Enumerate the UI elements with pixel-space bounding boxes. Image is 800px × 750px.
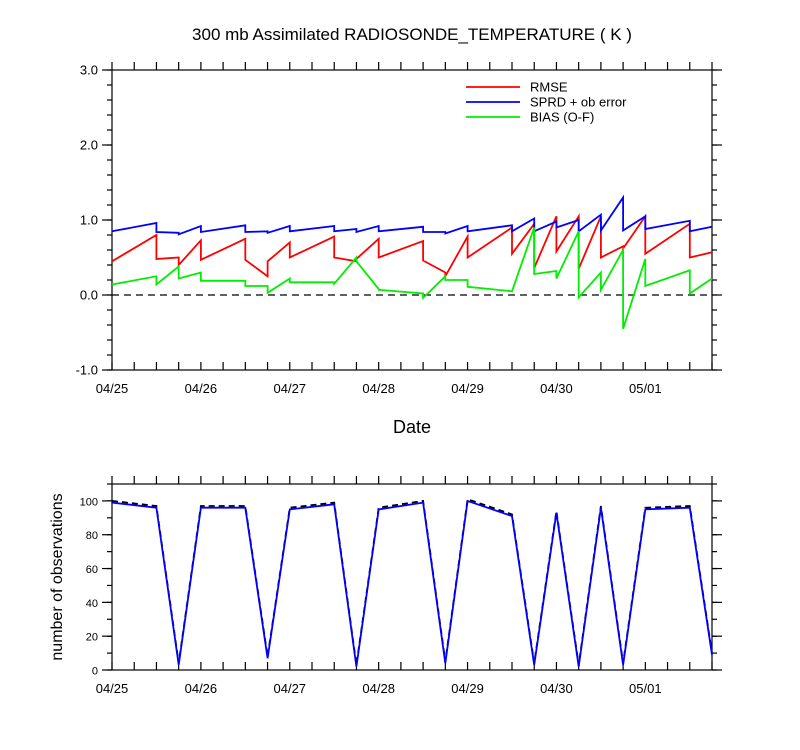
- y-tick-label: 60: [86, 564, 98, 576]
- x-tick-label: 04/28: [362, 381, 395, 396]
- x-tick-label: 04/26: [185, 381, 218, 396]
- x-tick-label: 04/27: [274, 381, 307, 396]
- series-line-sprd-ob-error: [111, 194, 713, 236]
- legend-label: RMSE: [530, 80, 568, 95]
- x-tick-label: 04/30: [540, 381, 573, 396]
- x-tick-label: 05/01: [629, 681, 662, 696]
- x-tick-label: 05/01: [629, 381, 662, 396]
- y-tick-label: -1.0: [76, 363, 98, 378]
- x-tick-label: 04/25: [96, 681, 129, 696]
- y-axis-label: number of observations: [49, 493, 66, 660]
- y-tick-label: 20: [86, 632, 98, 644]
- chart-title: 300 mb Assimilated RADIOSONDE_TEMPERATUR…: [192, 25, 632, 44]
- x-tick-label: 04/30: [540, 681, 573, 696]
- x-tick-label: 04/29: [451, 381, 484, 396]
- y-tick-label: 2.0: [80, 138, 98, 153]
- legend-label: SPRD + ob error: [530, 95, 627, 110]
- x-tick-label: 04/29: [451, 681, 484, 696]
- y-tick-label: 3.0: [80, 63, 98, 78]
- series-line-assimilated: [111, 499, 713, 667]
- x-axis-label: Date: [393, 417, 431, 437]
- observation-count-panel: 04/25 04/26 04/27 04/28 04/29 04/30 05/01 0 20 40…: [49, 476, 722, 696]
- plot-frame: [111, 483, 713, 671]
- x-tick-label: 04/28: [362, 681, 395, 696]
- y-tick-label: 100: [80, 496, 98, 508]
- legend-label: BIAS (O-F): [530, 110, 594, 125]
- x-tick-label: 04/25: [96, 381, 129, 396]
- bias-rmse-panel: 04/25 04/26 04/27 04/28 04/29 04/30 05/01 -1.0 0…: [76, 25, 722, 437]
- y-tick-label: 80: [86, 530, 98, 542]
- y-tick-label: 0: [92, 666, 98, 678]
- x-tick-label: 04/27: [274, 681, 307, 696]
- y-tick-label: 0.0: [80, 288, 98, 303]
- series-line-possible: [111, 497, 713, 666]
- y-tick-label: 40: [86, 598, 98, 610]
- y-tick-label: 1.0: [80, 213, 98, 228]
- series-line-bias-o-f-: [111, 227, 713, 330]
- plot-frame: [111, 69, 713, 371]
- series-line-rmse: [111, 213, 713, 280]
- x-tick-label: 04/26: [185, 681, 218, 696]
